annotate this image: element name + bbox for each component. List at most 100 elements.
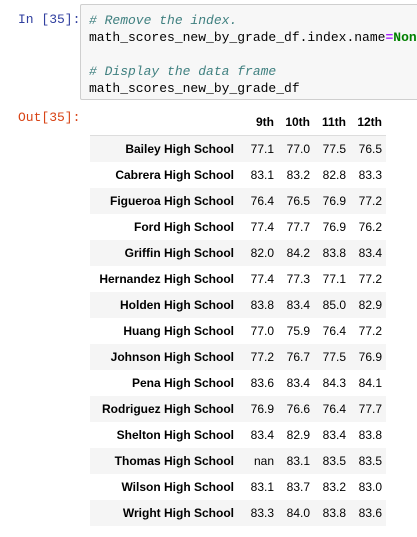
row-label: Bailey High School — [125, 142, 234, 156]
table-cell: 83.8 — [250, 298, 274, 312]
column-header: 9th — [242, 109, 278, 136]
table-row: Thomas High School nan 83.1 83.5 83.5 — [90, 448, 386, 474]
table-cell: 77.2 — [358, 272, 382, 286]
row-label: Hernandez High School — [99, 272, 234, 286]
input-prompt: In [35]: — [18, 12, 81, 27]
table-cell: 77.1 — [322, 272, 346, 286]
table-cell: 76.5 — [286, 194, 310, 208]
table-row: Ford High School 77.4 77.7 76.9 76.2 — [90, 214, 386, 240]
table-row: Holden High School 83.8 83.4 85.0 82.9 — [90, 292, 386, 318]
row-label: Holden High School — [120, 298, 234, 312]
table-cell: 77.2 — [358, 194, 382, 208]
table-cell: 83.8 — [322, 246, 346, 260]
table-cell: 82.8 — [322, 168, 346, 182]
table-cell: 75.9 — [286, 324, 310, 338]
table-cell: 76.4 — [322, 402, 346, 416]
data-frame: 9th 10th 11th 12th Bailey High School 77.1 77… — [90, 109, 386, 526]
column-header: 10th — [278, 109, 314, 136]
table-row: Pena High School 83.6 83.4 84.3 84.1 — [90, 370, 386, 396]
table-cell: 76.2 — [358, 220, 382, 234]
table-cell: 83.8 — [322, 506, 346, 520]
table-cell: 76.9 — [322, 194, 346, 208]
table-cell: 77.5 — [322, 142, 346, 156]
table-cell: 77.2 — [358, 324, 382, 338]
code-line: # Display the data frame — [89, 63, 417, 80]
row-label: Griffin High School — [124, 246, 234, 260]
table-cell: 83.1 — [250, 168, 274, 182]
column-header: 11th — [314, 109, 350, 136]
table-row: Wilson High School 83.1 83.7 83.2 83.0 — [90, 474, 386, 500]
table-cell: 83.3 — [358, 168, 382, 182]
table-row: Griffin High School 82.0 84.2 83.8 83.4 — [90, 240, 386, 266]
table-cell: 83.0 — [358, 480, 382, 494]
table-cell: 83.3 — [250, 506, 274, 520]
table-row: Figueroa High School 76.4 76.5 76.9 77.2 — [90, 188, 386, 214]
code-line — [89, 46, 417, 63]
table-cell: 77.2 — [250, 350, 274, 364]
table-cell: 83.2 — [322, 480, 346, 494]
code-token: # Display the data frame — [89, 64, 277, 79]
row-label: Cabrera High School — [115, 168, 234, 182]
code-token: math_scores_new_by_grade_df — [89, 81, 300, 96]
header-row: 9th 10th 11th 12th — [90, 109, 386, 136]
table-cell: 76.5 — [358, 142, 382, 156]
table-cell: 77.7 — [358, 402, 382, 416]
column-header: 12th — [350, 109, 386, 136]
row-label: Pena High School — [131, 376, 234, 390]
code-token: None — [393, 30, 417, 45]
code-cell[interactable]: # Remove the index. math_scores_new_by_gr… — [80, 4, 417, 100]
table-cell: 83.4 — [250, 428, 274, 442]
table-row: Bailey High School 77.1 77.0 77.5 76.5 — [90, 135, 386, 162]
table-row: Wright High School 83.3 84.0 83.8 83.6 — [90, 500, 386, 526]
table-cell: 83.6 — [250, 376, 274, 390]
row-label: Thomas High School — [114, 454, 234, 468]
table-cell: 76.9 — [250, 402, 274, 416]
table-cell: 76.9 — [358, 350, 382, 364]
table-cell: 76.9 — [322, 220, 346, 234]
output-prompt: Out[35]: — [18, 110, 81, 125]
row-label: Johnson High School — [110, 350, 234, 364]
code-line: math_scores_new_by_grade_df — [89, 80, 417, 97]
table-row: Huang High School 77.0 75.9 76.4 77.2 — [90, 318, 386, 344]
table-row: Hernandez High School 77.4 77.3 77.1 77.2 — [90, 266, 386, 292]
table-cell: 77.3 — [286, 272, 310, 286]
table-cell: 76.4 — [250, 194, 274, 208]
table-cell: 83.2 — [286, 168, 310, 182]
table-cell: 83.1 — [250, 480, 274, 494]
table-cell: 76.4 — [322, 324, 346, 338]
row-label: Rodriguez High School — [102, 402, 234, 416]
table-cell: 83.5 — [358, 454, 382, 468]
table-row: Rodriguez High School 76.9 76.6 76.4 77.7 — [90, 396, 386, 422]
code-line: # Remove the index. — [89, 12, 417, 29]
code-line: math_scores_new_by_grade_df.index.name=N… — [89, 29, 417, 46]
table-cell: 85.0 — [322, 298, 346, 312]
table-row: Johnson High School 77.2 76.7 77.5 76.9 — [90, 344, 386, 370]
table-cell: 77.4 — [250, 220, 274, 234]
code-token: # Remove the index. — [89, 13, 238, 28]
table-cell: 83.4 — [322, 428, 346, 442]
table-cell: 82.9 — [358, 298, 382, 312]
table-cell: 83.5 — [322, 454, 346, 468]
table-cell: 76.6 — [286, 402, 310, 416]
row-label: Shelton High School — [116, 428, 234, 442]
table-cell: 83.4 — [286, 376, 310, 390]
table-cell: 77.0 — [286, 142, 310, 156]
table-cell: 82.0 — [250, 246, 274, 260]
table-cell: 77.1 — [250, 142, 274, 156]
table-cell: 77.0 — [250, 324, 274, 338]
row-label: Ford High School — [134, 220, 234, 234]
table-cell: 82.9 — [286, 428, 310, 442]
table-cell: 83.8 — [358, 428, 382, 442]
table-cell: 83.4 — [286, 298, 310, 312]
table-row: Shelton High School 83.4 82.9 83.4 83.8 — [90, 422, 386, 448]
table-cell: 83.6 — [358, 506, 382, 520]
row-label: Figueroa High School — [109, 194, 234, 208]
table-cell: 84.3 — [322, 376, 346, 390]
code-token: = — [385, 30, 394, 45]
row-label: Huang High School — [123, 324, 234, 338]
table-cell: 77.4 — [250, 272, 274, 286]
table-cell: 84.0 — [286, 506, 310, 520]
table-cell: 83.7 — [286, 480, 310, 494]
index-corner — [90, 109, 242, 136]
